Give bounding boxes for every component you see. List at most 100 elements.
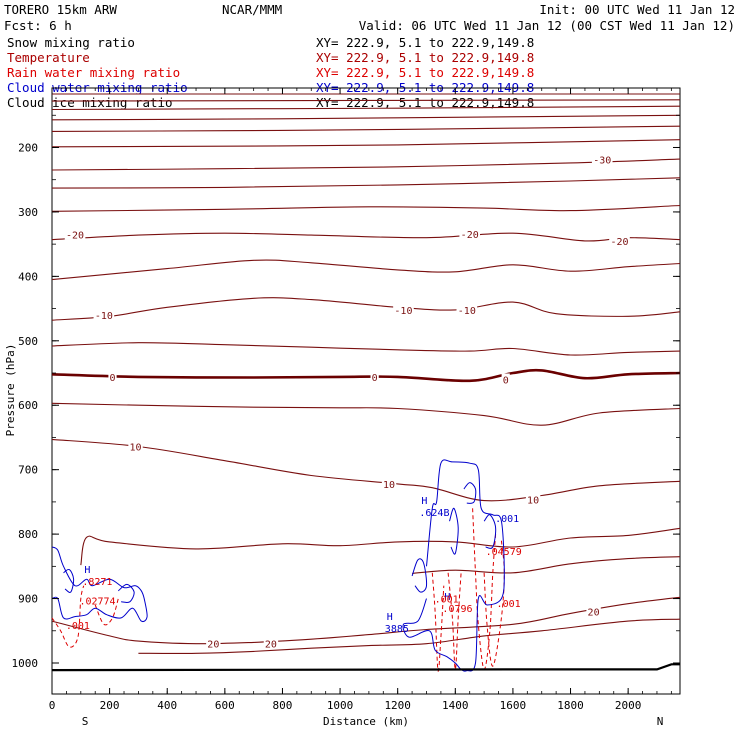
x-tick-label: 600 bbox=[215, 699, 235, 712]
x-tick-label: 200 bbox=[100, 699, 120, 712]
isotherm bbox=[51, 368, 681, 383]
isotherm bbox=[51, 342, 681, 356]
x-tick-label: 0 bbox=[49, 699, 56, 712]
isotherm bbox=[51, 204, 681, 212]
isotherm bbox=[51, 259, 681, 281]
y-tick-label: 300 bbox=[18, 206, 38, 219]
legend-entry-xy: XY= 222.9, 5.1 to 222.9,149.8 bbox=[316, 35, 534, 50]
rain-contour bbox=[447, 572, 462, 670]
x-axis: 0 200 400 600 800 1000 1200 1400 1600 1800 2000 bbox=[49, 88, 672, 712]
isotherm-label-bg bbox=[393, 303, 414, 315]
isotherm-label: -20 bbox=[610, 237, 628, 248]
model-title: TORERO 15km ARW bbox=[4, 2, 117, 17]
maximum-value: .02774 bbox=[79, 596, 115, 607]
cloud-contour bbox=[411, 558, 428, 593]
x-axis-label: Distance (km) bbox=[323, 715, 409, 728]
isotherm-label-bg bbox=[591, 153, 613, 165]
isotherm-label-bg bbox=[586, 605, 601, 617]
temperature-isotherms bbox=[51, 93, 681, 655]
isotherm bbox=[80, 527, 681, 566]
isotherm bbox=[51, 232, 681, 242]
cloud-contour bbox=[117, 583, 135, 604]
isotherm bbox=[51, 438, 681, 502]
isotherm-label: 10 bbox=[527, 495, 539, 506]
contour-label: .001 bbox=[495, 514, 519, 525]
maximum-marker: H bbox=[421, 496, 427, 507]
isotherm-label-bg bbox=[525, 493, 541, 505]
legend-entry-xy: XY= 222.9, 5.1 to 222.9,149.8 bbox=[316, 50, 534, 65]
isotherm bbox=[51, 158, 681, 171]
y-tick-label: 400 bbox=[18, 270, 38, 283]
isotherm-label: 20 bbox=[588, 607, 600, 618]
y-tick-label: 200 bbox=[18, 141, 38, 154]
terrain-line bbox=[51, 663, 680, 672]
isotherm bbox=[51, 596, 681, 645]
y-tick-label: 700 bbox=[18, 464, 38, 477]
legend-entry-xy: XY= 222.9, 5.1 to 222.9,149.8 bbox=[316, 95, 534, 110]
isotherm bbox=[51, 105, 681, 111]
maximum-marker: H bbox=[444, 592, 450, 603]
maximum-marker: H bbox=[387, 612, 393, 623]
cloud-contour bbox=[483, 514, 497, 549]
rain-contour bbox=[51, 585, 85, 648]
y-tick-label: 900 bbox=[18, 593, 38, 606]
init-time: Init: 00 UTC Wed 11 Jan 12 bbox=[539, 2, 735, 17]
isotherm-label-bg bbox=[370, 370, 379, 382]
forecast-hour: Fcst: 6 h bbox=[4, 18, 72, 33]
isotherm-label: -10 bbox=[458, 306, 476, 317]
x-tick-label: 1600 bbox=[500, 699, 527, 712]
maximum-value: .04579 bbox=[486, 547, 522, 558]
isotherm bbox=[51, 177, 681, 189]
x-tick-label: 800 bbox=[273, 699, 293, 712]
y-tick-label: 800 bbox=[18, 528, 38, 541]
rain-contour bbox=[472, 508, 497, 670]
x-tick-label: 2000 bbox=[615, 699, 642, 712]
isotherm-label-bg bbox=[263, 637, 279, 649]
maximum-value: .8271 bbox=[82, 577, 112, 588]
isotherm-label: 10 bbox=[130, 442, 142, 453]
isotherm-label-bg bbox=[128, 440, 143, 452]
y-tick-label: 600 bbox=[18, 399, 38, 412]
valid-time: Valid: 06 UTC Wed 11 Jan 12 (00 CST Wed … bbox=[359, 18, 735, 33]
maximum-marker: H bbox=[84, 565, 90, 576]
isotherm bbox=[51, 99, 681, 102]
rain-contour bbox=[94, 598, 119, 626]
x-tick-label: 1000 bbox=[327, 699, 354, 712]
legend-entry-name: Temperature bbox=[7, 50, 90, 65]
isotherm-label-bg bbox=[108, 370, 117, 382]
x-tick-label: 1800 bbox=[557, 699, 584, 712]
isotherm-label-bg bbox=[93, 309, 115, 321]
isotherm-label-bg bbox=[64, 228, 86, 240]
isotherm bbox=[51, 297, 681, 321]
legend-entry-name: Rain water mixing ratio bbox=[7, 65, 180, 80]
isotherm-label: -30 bbox=[593, 156, 611, 167]
isotherm-label-bg bbox=[381, 477, 397, 489]
isotherm-label-bg bbox=[609, 234, 630, 246]
isotherm-label: 10 bbox=[383, 480, 395, 491]
cloud-contour bbox=[402, 459, 505, 672]
isotherm-label: 0 bbox=[372, 373, 378, 384]
rain-contour bbox=[431, 572, 445, 672]
isotherm bbox=[51, 125, 681, 132]
isotherm bbox=[138, 618, 681, 655]
legend: Snow mixing ratio XY= 222.9, 5.1 to 222.9… bbox=[7, 35, 534, 110]
legend-entry-name: Snow mixing ratio bbox=[7, 35, 135, 50]
south-label: S bbox=[82, 715, 89, 728]
isotherm-label: 0 bbox=[109, 373, 115, 384]
contour-label: .001 bbox=[435, 595, 459, 606]
legend-entry-name: Cloud ice mixing ratio bbox=[7, 95, 173, 110]
isotherm bbox=[51, 402, 681, 426]
maximum-value: .0796 bbox=[442, 604, 472, 615]
y-axis-label: Pressure (hPa) bbox=[4, 344, 17, 437]
isotherm bbox=[412, 556, 681, 574]
x-tick-label: 1200 bbox=[384, 699, 411, 712]
x-tick-label: 400 bbox=[157, 699, 177, 712]
isotherm-label: 20 bbox=[265, 640, 277, 651]
isotherm-label: -20 bbox=[66, 230, 84, 241]
contour-label: .001 bbox=[497, 599, 521, 610]
isotherm-label-bg bbox=[456, 303, 478, 315]
legend-entry-xy: XY= 222.9, 5.1 to 222.9,149.8 bbox=[316, 65, 534, 80]
